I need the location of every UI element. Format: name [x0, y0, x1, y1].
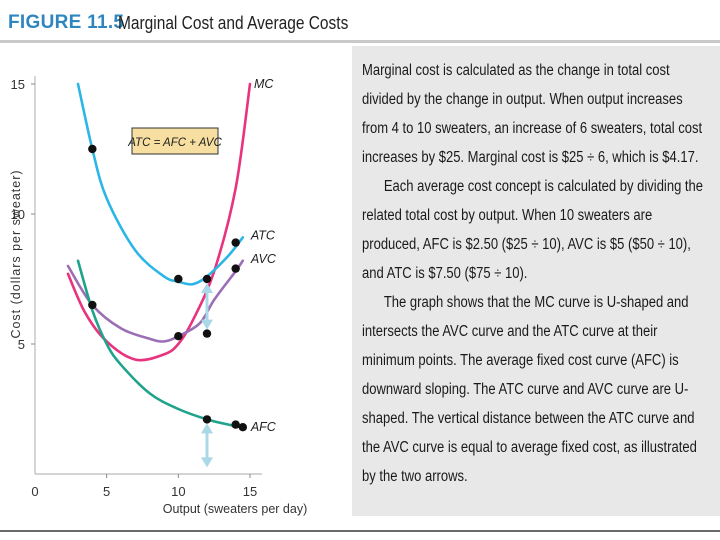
atc-point-marker [174, 274, 183, 284]
afc-arrow-head-down [201, 457, 213, 468]
afc-arrow-head-down [201, 319, 213, 330]
atc-point-marker [231, 238, 240, 247]
avc-point-marker [88, 300, 97, 310]
x-tick-label: 15 [243, 484, 257, 499]
afc-arrow-head-up [201, 283, 213, 293]
mc-curve [66, 82, 252, 362]
x-axis-label: Output (sweaters per day) [163, 502, 308, 516]
header-divider [0, 40, 720, 43]
figure-header: FIGURE 11.5 Marginal Cost and Average Co… [0, 0, 720, 46]
afc-arrows [201, 283, 213, 468]
y-tick-label: 5 [18, 337, 25, 352]
avc-point-marker [231, 264, 240, 273]
figure-label: FIGURE 11.5 [8, 12, 125, 33]
y-tick-label: 10 [11, 207, 25, 222]
avc-curve [66, 259, 245, 343]
avc-point-marker [202, 329, 212, 338]
afc-curve-label: AFC [250, 420, 277, 434]
afc-point-marker [238, 423, 248, 432]
atc-curve [76, 82, 245, 286]
explanation-paragraph-2: Each average cost concept is calculated … [362, 178, 704, 282]
explanation-paragraph-1: Marginal cost is calculated as the chang… [362, 62, 703, 166]
avc-point-marker [174, 332, 183, 341]
afc-curve [76, 259, 245, 429]
cost-curves [66, 82, 252, 429]
atc-point-marker [202, 274, 212, 284]
explanation-paragraph-3: The graph shows that the MC curve is U-s… [362, 294, 697, 485]
afc-point-marker [231, 420, 240, 429]
x-tick-label: 0 [31, 484, 38, 499]
chart-axes: 5 10 15 0 5 10 15 Output (sweaters per day) Cost… [9, 76, 307, 516]
afc-arrow-head-up [201, 423, 213, 434]
cost-curves-chart: 5 10 15 0 5 10 15 Output (sweaters per day) Cost… [9, 76, 307, 516]
y-tick-label: 15 [11, 77, 25, 92]
x-tick-label: 10 [171, 484, 185, 499]
mc-curve-label: MC [254, 77, 274, 91]
afc-point-marker [202, 415, 212, 424]
chart-labels: MC ATC AVC AFC ATC = AFC + AVC [127, 77, 277, 434]
explanation-panel: Marginal cost is calculated as the chang… [352, 46, 720, 516]
formula-box [131, 127, 219, 155]
bottom-divider [0, 530, 720, 532]
atc-curve-label: ATC [250, 228, 276, 242]
curve-markers [88, 144, 248, 432]
formula-box-label: ATC = AFC + AVC [127, 137, 222, 149]
atc-point-marker [88, 144, 97, 154]
avc-curve-label: AVC [250, 252, 277, 266]
explanation-text: Marginal cost is calculated as the chang… [362, 56, 706, 491]
figure-title: Marginal Cost and Average Costs [118, 13, 349, 33]
y-axis-label: Cost (dollars per sweater) [9, 169, 23, 338]
x-tick-label: 5 [103, 484, 110, 499]
